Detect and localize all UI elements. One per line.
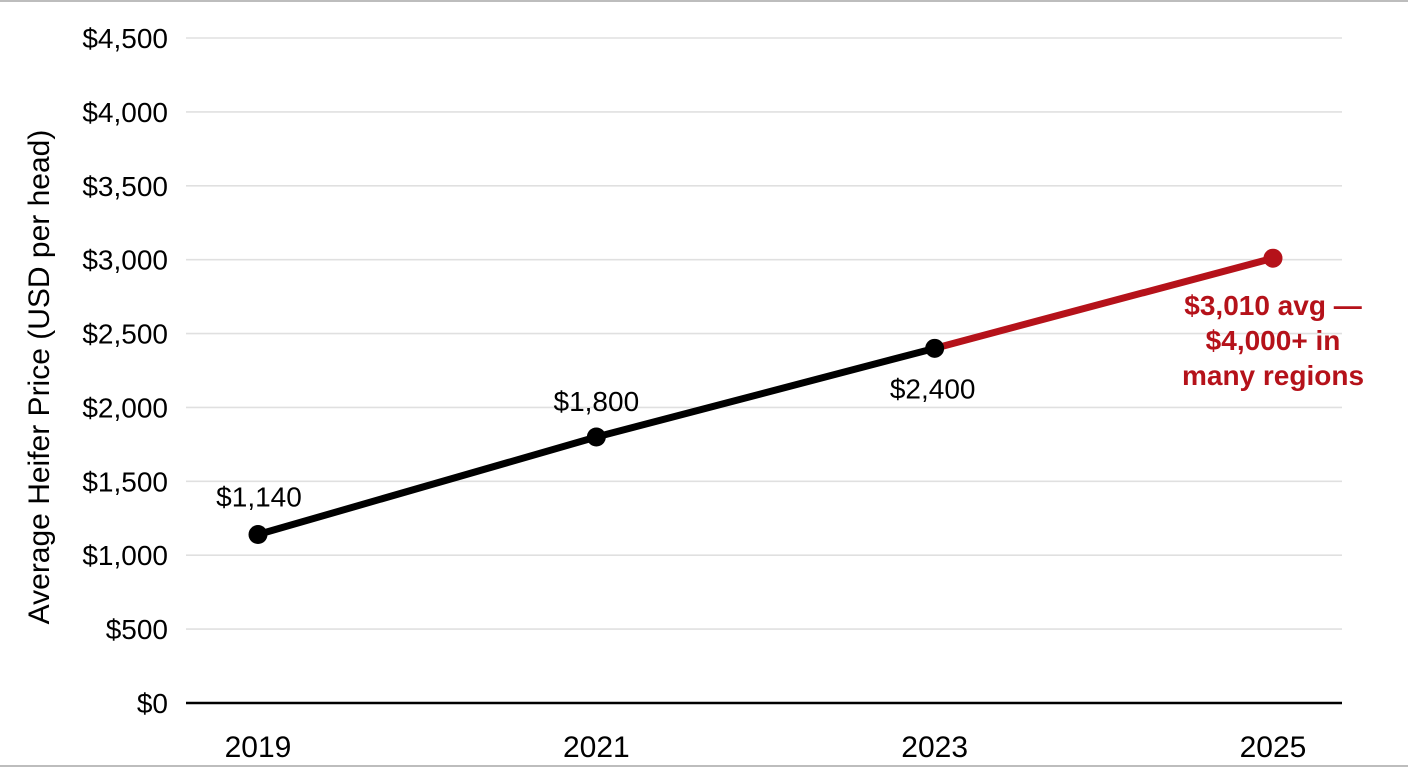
y-tick-label: $1,500	[82, 466, 168, 497]
x-tick-label: 2023	[901, 731, 968, 764]
point-value-label: $1,800	[554, 386, 640, 417]
annotation-line-1: $3,010 avg —	[1184, 290, 1362, 321]
y-tick-label: $1,000	[82, 540, 168, 571]
x-tick-label: 2019	[225, 731, 292, 764]
y-tick-label: $3,000	[82, 245, 168, 276]
series-segment	[592, 344, 939, 441]
x-tick-label: 2021	[563, 731, 630, 764]
y-tick-label: $4,000	[82, 97, 168, 128]
annotation: $3,010 avg — $4,000+ in many regions	[1152, 288, 1394, 393]
point-value-label: $2,400	[890, 373, 976, 404]
y-tick-label: $2,000	[82, 392, 168, 423]
y-tick-label: $2,500	[82, 319, 168, 350]
y-tick-label: $0	[137, 688, 168, 719]
x-tick-label: 2025	[1240, 731, 1307, 764]
bottom-border	[0, 765, 1408, 767]
point-value-label: $1,140	[216, 482, 302, 513]
annotation-line-2: $4,000+ in	[1205, 325, 1341, 356]
data-point	[586, 427, 606, 447]
y-tick-label: $3,500	[82, 171, 168, 202]
y-axis-title: Average Heifer Price (USD per head)	[23, 129, 56, 625]
data-point	[248, 525, 268, 545]
y-tick-label: $4,500	[82, 23, 168, 54]
series-segment	[254, 433, 600, 539]
data-point	[1263, 248, 1283, 268]
series-segment	[931, 254, 1277, 352]
data-point	[925, 338, 945, 358]
y-tick-label: $500	[106, 614, 168, 645]
annotation-line-3: many regions	[1181, 360, 1365, 391]
top-border	[0, 0, 1408, 2]
